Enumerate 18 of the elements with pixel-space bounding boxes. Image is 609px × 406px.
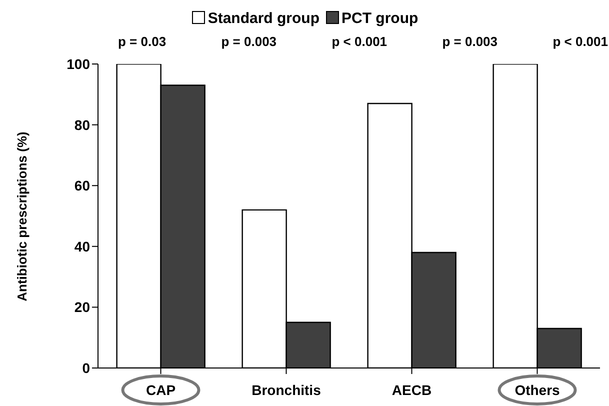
x-tick-label: AECB [392, 382, 432, 398]
x-tick-label: Others [514, 382, 560, 398]
text: p = 0.03 [118, 34, 166, 49]
y-tick-label: 80 [74, 116, 90, 133]
y-axis-title: Antibiotic prescriptions (%) [14, 131, 30, 301]
x-tick-label: CAP [146, 382, 176, 398]
text: p = 0.003 [221, 34, 277, 49]
y-tick-label: 20 [74, 299, 90, 316]
text: p < 0.001 [332, 34, 388, 49]
y-tick-label: 40 [74, 238, 90, 254]
x-tick-label: Bronchitis [252, 382, 322, 398]
y-tick-label: 60 [74, 178, 90, 194]
y-tick-label: 100 [66, 56, 90, 72]
legend-label: PCT group [340, 10, 418, 27]
text: p = 0.003 [442, 34, 498, 49]
text: p < 0.001 [552, 34, 608, 49]
y-tick-label: 0 [82, 360, 90, 376]
legend-label: Standard group [206, 10, 320, 27]
